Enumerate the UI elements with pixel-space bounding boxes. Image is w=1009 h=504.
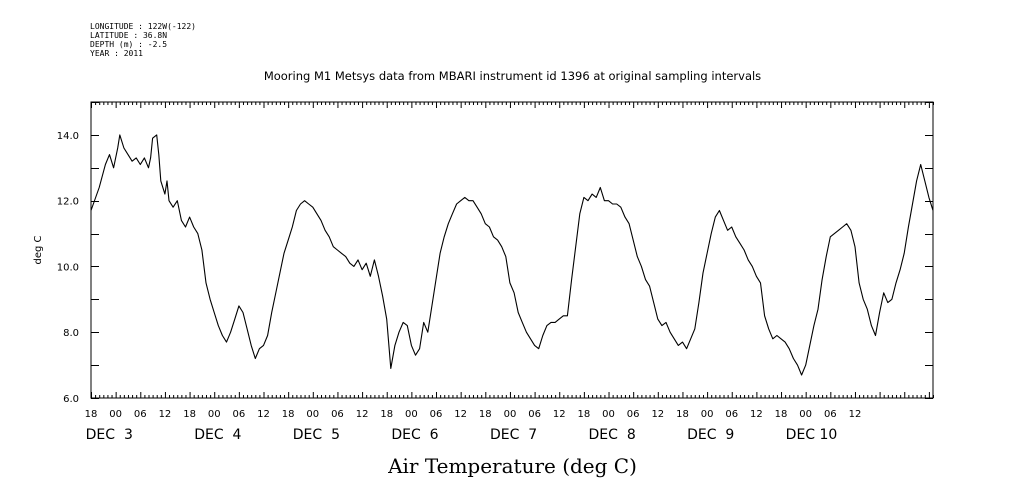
- date-label: DEC 4: [194, 427, 241, 443]
- hour-tick-label: 06: [627, 409, 640, 420]
- hour-tick-label: 18: [775, 409, 788, 420]
- latitude-text: LATITUDE : 36.8N: [90, 31, 168, 40]
- hour-tick-label: 06: [232, 409, 245, 420]
- hour-tick-label: 00: [799, 409, 812, 420]
- hour-tick-label: 12: [849, 409, 862, 420]
- hour-tick-label: 06: [725, 409, 738, 420]
- axis-labels: 6.0 8.0 10.0 12.0 14.0 deg C 18 00 06 12 18 00 06 12 1…: [33, 131, 861, 443]
- hour-tick-label: 18: [479, 409, 492, 420]
- hour-tick-label: 18: [85, 409, 98, 420]
- hour-tick-label: 06: [430, 409, 443, 420]
- date-label: DEC 5: [293, 427, 340, 443]
- hour-tick-label: 00: [602, 409, 615, 420]
- hour-tick-label: 18: [380, 409, 393, 420]
- date-label: DEC 3: [86, 427, 133, 443]
- hour-tick-label: 00: [701, 409, 714, 420]
- hour-tick-label: 12: [356, 409, 369, 420]
- hour-tick-label: 06: [824, 409, 837, 420]
- y-tick-label: 8.0: [63, 328, 79, 339]
- date-label: DEC 8: [589, 427, 636, 443]
- y-axis-label: deg C: [33, 235, 44, 264]
- date-label: DEC 10: [786, 427, 838, 443]
- air-temperature-line: [90, 134, 934, 376]
- station-metadata: LONGITUDE : 122W(-122) LATITUDE : 36.8N …: [90, 22, 196, 58]
- hour-tick-label: 00: [405, 409, 418, 420]
- depth-text: DEPTH (m) : -2.5: [90, 40, 168, 49]
- y-tick-label: 6.0: [63, 394, 79, 405]
- hour-tick-label: 18: [676, 409, 689, 420]
- hour-tick-label: 00: [208, 409, 221, 420]
- y-tick-label: 12.0: [57, 197, 79, 208]
- hour-tick-label: 12: [553, 409, 566, 420]
- y-tick-label: 14.0: [57, 131, 79, 142]
- chart-title: Mooring M1 Metsys data from MBARI instru…: [263, 69, 762, 83]
- hour-tick-label: 00: [306, 409, 319, 420]
- year-text: YEAR : 2011: [90, 49, 143, 58]
- data-series: [90, 134, 934, 376]
- hour-tick-label: 06: [331, 409, 344, 420]
- date-label: DEC 7: [490, 427, 537, 443]
- hour-tick-label: 12: [159, 409, 172, 420]
- hour-tick-label: 12: [257, 409, 270, 420]
- hour-tick-label: 06: [134, 409, 147, 420]
- plot-border: [90, 101, 934, 399]
- hour-tick-label: 12: [750, 409, 763, 420]
- hour-tick-label: 18: [578, 409, 591, 420]
- hour-tick-label: 18: [183, 409, 196, 420]
- y-tick-label: 10.0: [57, 262, 79, 273]
- x-axis-title: Air Temperature (deg C): [388, 454, 637, 478]
- hour-tick-label: 00: [504, 409, 517, 420]
- hour-tick-label: 18: [282, 409, 295, 420]
- hour-tick-label: 12: [651, 409, 664, 420]
- plot-frame: [90, 101, 934, 399]
- date-label: DEC 6: [391, 427, 438, 443]
- hour-tick-label: 06: [528, 409, 541, 420]
- longitude-text: LONGITUDE : 122W(-122): [90, 22, 196, 31]
- hour-tick-label: 00: [109, 409, 122, 420]
- date-label: DEC 9: [687, 427, 734, 443]
- hour-tick-label: 12: [454, 409, 467, 420]
